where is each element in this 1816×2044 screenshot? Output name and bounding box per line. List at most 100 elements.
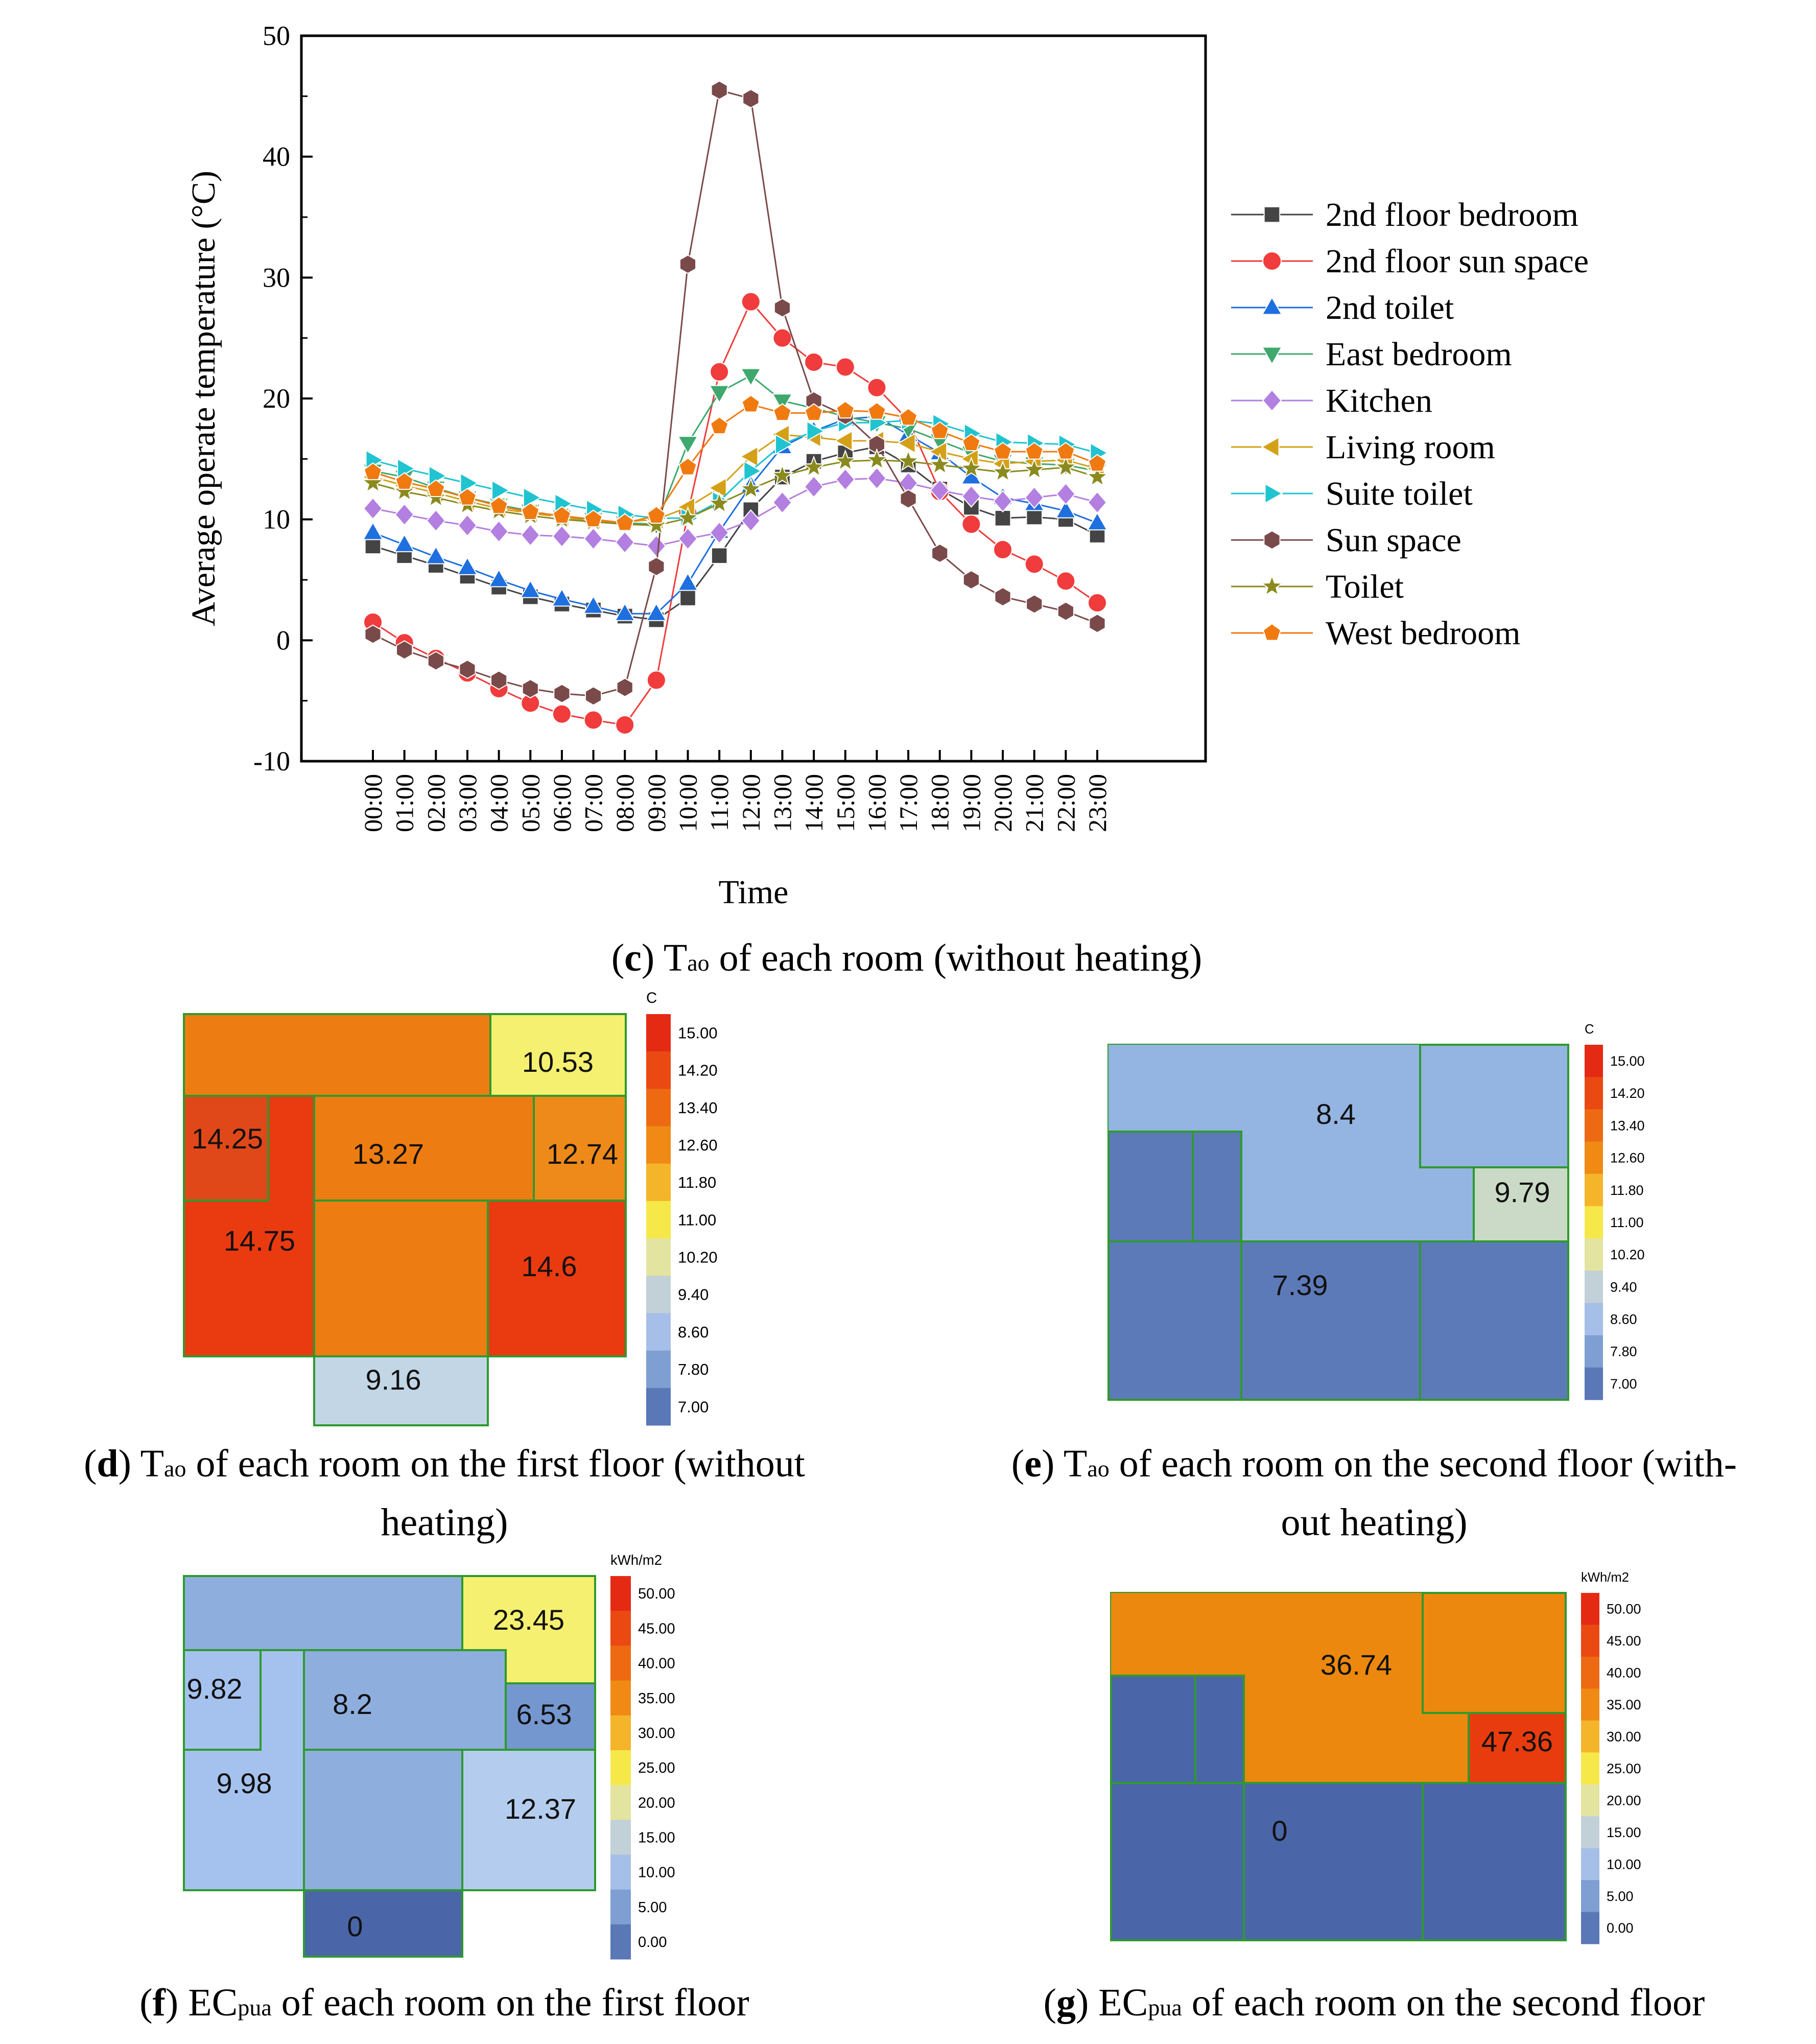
legend-label: 2nd toilet: [1326, 289, 1454, 326]
series-line: [372, 419, 1098, 519]
data-point: [584, 686, 602, 706]
data-point: [962, 570, 980, 590]
data-point: [552, 525, 572, 548]
data-point: [1056, 482, 1076, 506]
data-point: [739, 477, 763, 499]
legend-label: West bedroom: [1326, 615, 1520, 652]
caption-e: (e) Tao of each room on the second floor…: [1011, 1442, 1737, 1485]
scale-label: 5.00: [638, 1899, 667, 1916]
scale-swatch: [610, 1924, 631, 1960]
y-tick-label: 20: [263, 383, 290, 414]
room-value: 0: [347, 1910, 363, 1942]
caption-c-rest: of each room (without heating): [710, 936, 1202, 979]
data-point: [1024, 486, 1045, 509]
scale-swatch: [1585, 1367, 1603, 1400]
room-2nd-toilet: [1473, 1166, 1569, 1242]
room-ne: [1422, 1592, 1567, 1714]
y-tick-label: -10: [253, 746, 290, 777]
legend-marker: [1262, 251, 1282, 271]
data-point: [679, 254, 697, 274]
data-point: [648, 556, 665, 577]
scale-unit: C: [646, 990, 657, 1006]
data-point: [835, 357, 855, 377]
data-point: [647, 506, 666, 524]
data-point: [711, 547, 728, 564]
data-point: [677, 436, 699, 455]
data-point: [553, 684, 571, 703]
data-point: [836, 401, 855, 419]
data-point: [459, 659, 476, 679]
data-point: [489, 520, 509, 543]
scale-swatch: [1585, 1077, 1603, 1110]
scale-label: 45.00: [638, 1620, 675, 1637]
data-point: [993, 539, 1013, 559]
scale-swatch: [1585, 1335, 1603, 1368]
data-point: [1087, 511, 1108, 531]
legend-item: Living room: [1231, 429, 1495, 466]
scale-swatch: [1581, 1784, 1599, 1817]
caption-c-pre: T: [664, 936, 687, 979]
data-point: [458, 487, 477, 506]
data-point: [396, 640, 413, 660]
scale-swatch: [1585, 1271, 1603, 1303]
data-point: [363, 462, 383, 480]
legend-item: Sun space: [1231, 522, 1461, 559]
y-tick-label: 50: [263, 20, 290, 51]
data-point: [804, 475, 824, 498]
data-point: [867, 378, 887, 397]
data-point: [804, 403, 823, 421]
scale-unit: kWh/m2: [610, 1552, 662, 1568]
legend-label: Living room: [1326, 429, 1495, 466]
scale-label: 14.20: [1610, 1086, 1645, 1101]
scale-swatch: [646, 1313, 671, 1351]
x-tick-label: 16:00: [862, 774, 891, 832]
legend-label: 2nd floor bedroom: [1326, 196, 1578, 233]
y-tick-label: 30: [263, 262, 290, 293]
data-point: [646, 670, 666, 690]
scale-label: 0.00: [638, 1934, 667, 1951]
scale-swatch: [646, 1163, 671, 1202]
data-point: [676, 506, 699, 528]
data-point: [1026, 594, 1043, 614]
legend-marker: [1261, 346, 1283, 365]
caption-c: (c) Tao of each room (without heating): [611, 936, 1202, 979]
data-point: [615, 513, 634, 531]
scale-swatch: [1581, 1593, 1599, 1625]
scale-label: 10.20: [1610, 1247, 1645, 1262]
scale-label: 10.20: [678, 1249, 718, 1266]
data-point: [362, 521, 384, 541]
legend-item: Suite toilet: [1231, 475, 1473, 512]
room-value: 7.39: [1272, 1269, 1328, 1301]
legend-item: East bedroom: [1231, 336, 1512, 373]
room-small-west: [183, 1649, 262, 1751]
room-kitchen: [505, 1682, 596, 1751]
x-tick-label: 06:00: [548, 774, 576, 832]
series-2nd-floor-bedroom: [364, 438, 1106, 628]
scale-label: 7.80: [1610, 1344, 1637, 1359]
data-point: [930, 421, 950, 439]
room-value: 8.2: [333, 1688, 372, 1720]
room-value: 9.79: [1495, 1176, 1550, 1208]
room-value: 8.4: [1316, 1098, 1356, 1130]
room-2nd-toilet: [1468, 1712, 1567, 1784]
scale-swatch: [1585, 1206, 1603, 1239]
data-point: [615, 531, 635, 554]
data-point: [743, 460, 762, 482]
scale-swatch: [1585, 1141, 1603, 1174]
room-corridor: [1194, 1675, 1245, 1784]
data-point: [1024, 554, 1044, 574]
data-point: [1023, 458, 1046, 480]
room-value: 13.27: [352, 1138, 424, 1170]
scale-label: 7.80: [678, 1360, 709, 1378]
x-tick-label: 09:00: [642, 774, 671, 832]
data-point: [364, 624, 382, 644]
room-value: 12.37: [505, 1793, 576, 1825]
x-tick-label: 01:00: [390, 774, 419, 832]
scale-label: 50.00: [1607, 1602, 1641, 1617]
data-point: [772, 328, 792, 348]
x-tick-label: 08:00: [610, 774, 639, 832]
data-point: [708, 477, 727, 499]
legend-label: Sun space: [1326, 522, 1461, 559]
legend-item: 2nd floor bedroom: [1231, 196, 1578, 233]
